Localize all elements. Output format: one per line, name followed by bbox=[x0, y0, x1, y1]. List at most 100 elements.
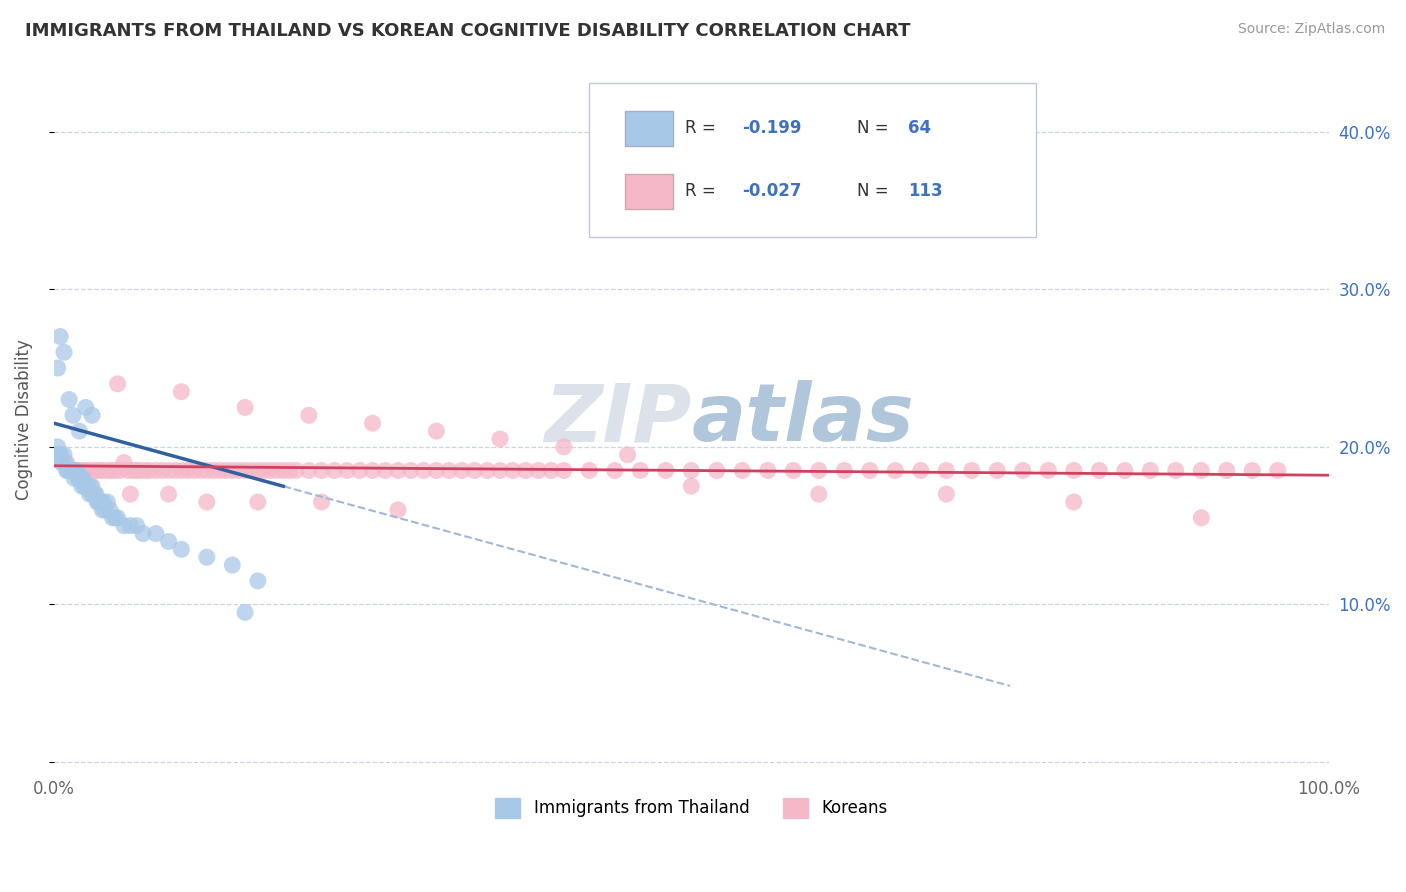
Point bbox=[107, 510, 129, 524]
Point bbox=[76, 479, 98, 493]
FancyBboxPatch shape bbox=[589, 83, 1036, 237]
Point bbox=[91, 463, 114, 477]
Point bbox=[240, 463, 263, 477]
FancyBboxPatch shape bbox=[626, 174, 673, 209]
Point bbox=[336, 463, 359, 477]
Point bbox=[195, 550, 218, 565]
Point bbox=[807, 487, 830, 501]
Point bbox=[273, 463, 295, 477]
Point bbox=[45, 448, 67, 462]
Point bbox=[80, 409, 103, 423]
Text: IMMIGRANTS FROM THAILAND VS KOREAN COGNITIVE DISABILITY CORRELATION CHART: IMMIGRANTS FROM THAILAND VS KOREAN COGNI… bbox=[25, 22, 911, 40]
Point bbox=[1164, 463, 1187, 477]
Point bbox=[52, 456, 75, 470]
Point bbox=[77, 479, 100, 493]
Point bbox=[311, 463, 333, 477]
Point bbox=[935, 463, 957, 477]
Point bbox=[387, 503, 409, 517]
Point bbox=[66, 463, 89, 477]
Point bbox=[361, 416, 384, 430]
Point bbox=[960, 463, 983, 477]
Point bbox=[79, 487, 101, 501]
Point bbox=[246, 463, 269, 477]
Point bbox=[628, 463, 651, 477]
Point bbox=[75, 401, 97, 415]
Point bbox=[58, 463, 80, 477]
Point bbox=[553, 463, 575, 477]
Text: -0.199: -0.199 bbox=[742, 120, 801, 137]
Point bbox=[477, 463, 499, 477]
Point bbox=[107, 376, 129, 391]
Point bbox=[183, 463, 205, 477]
Point bbox=[104, 463, 127, 477]
Point bbox=[55, 456, 77, 470]
Point bbox=[170, 542, 193, 557]
Point bbox=[70, 479, 93, 493]
Point bbox=[55, 463, 77, 477]
Point bbox=[298, 463, 321, 477]
Point bbox=[221, 463, 243, 477]
Point bbox=[1267, 463, 1289, 477]
Legend: Immigrants from Thailand, Koreans: Immigrants from Thailand, Koreans bbox=[489, 791, 894, 825]
Text: atlas: atlas bbox=[692, 380, 914, 458]
Point bbox=[135, 463, 157, 477]
Point bbox=[228, 463, 250, 477]
Point bbox=[72, 471, 94, 485]
Text: Source: ZipAtlas.com: Source: ZipAtlas.com bbox=[1237, 22, 1385, 37]
Point bbox=[53, 456, 76, 470]
Point bbox=[67, 471, 90, 485]
Point bbox=[157, 534, 180, 549]
Point bbox=[425, 463, 447, 477]
Point bbox=[49, 448, 72, 462]
Point bbox=[62, 463, 84, 477]
Point bbox=[986, 463, 1008, 477]
Point bbox=[87, 463, 110, 477]
Point bbox=[89, 495, 111, 509]
Point bbox=[122, 463, 145, 477]
Point bbox=[91, 503, 114, 517]
Point bbox=[361, 463, 384, 477]
Point bbox=[87, 495, 110, 509]
Point bbox=[104, 510, 127, 524]
Point bbox=[83, 463, 105, 477]
Point bbox=[58, 392, 80, 407]
Point bbox=[349, 463, 371, 477]
Point bbox=[101, 510, 124, 524]
Point bbox=[450, 463, 472, 477]
Point bbox=[96, 495, 118, 509]
Point bbox=[84, 487, 107, 501]
Text: 64: 64 bbox=[908, 120, 931, 137]
Point bbox=[233, 401, 256, 415]
Point bbox=[464, 463, 486, 477]
Point bbox=[246, 495, 269, 509]
Point bbox=[311, 495, 333, 509]
Point bbox=[138, 463, 160, 477]
Point bbox=[233, 606, 256, 620]
Point bbox=[1038, 463, 1060, 477]
Point bbox=[53, 448, 76, 462]
Point bbox=[731, 463, 754, 477]
Point bbox=[425, 424, 447, 438]
Point bbox=[253, 463, 276, 477]
Point bbox=[157, 463, 180, 477]
Y-axis label: Cognitive Disability: Cognitive Disability bbox=[15, 339, 32, 500]
Point bbox=[80, 487, 103, 501]
Point bbox=[285, 463, 308, 477]
Point bbox=[108, 463, 131, 477]
Point bbox=[49, 448, 72, 462]
Point bbox=[935, 487, 957, 501]
Point bbox=[69, 471, 91, 485]
Point bbox=[125, 463, 148, 477]
Point bbox=[1088, 463, 1111, 477]
Point bbox=[1189, 510, 1212, 524]
Point bbox=[49, 329, 72, 343]
FancyBboxPatch shape bbox=[626, 111, 673, 145]
Point bbox=[66, 463, 89, 477]
Point bbox=[655, 463, 678, 477]
Point bbox=[48, 448, 70, 462]
Point bbox=[502, 463, 524, 477]
Point bbox=[163, 463, 186, 477]
Point bbox=[1063, 463, 1085, 477]
Point bbox=[259, 463, 281, 477]
Point bbox=[177, 463, 200, 477]
